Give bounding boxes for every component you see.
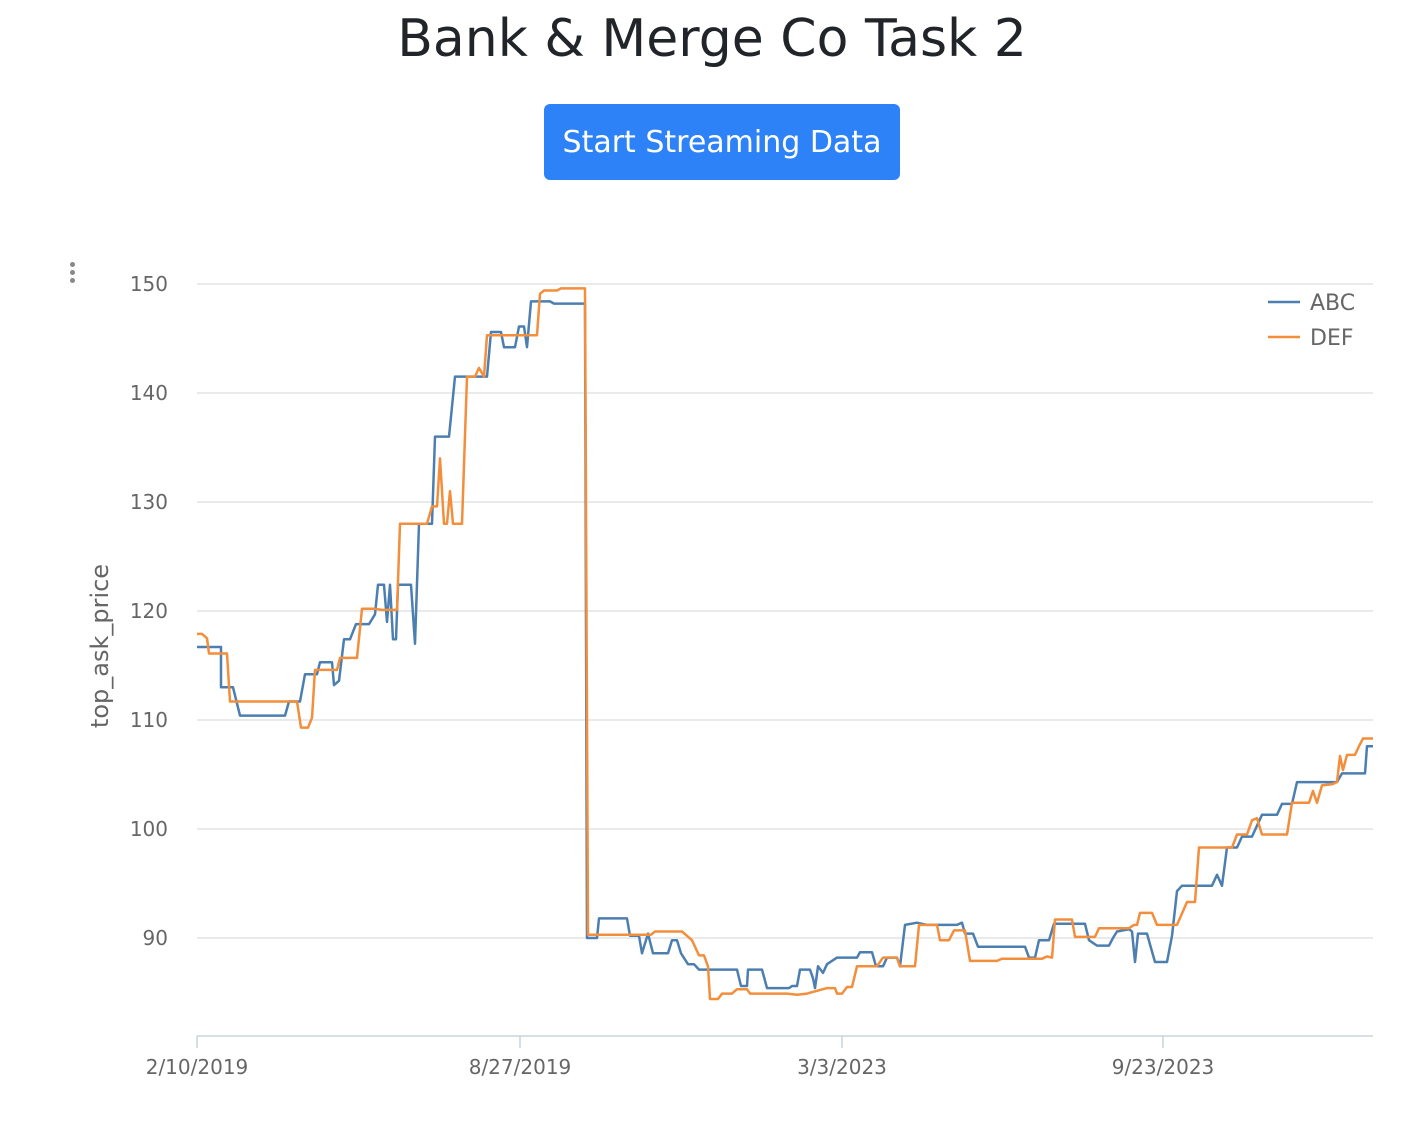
y-axis-label: top_ask_price xyxy=(86,564,114,728)
y-tick-label: 90 xyxy=(143,926,168,950)
y-tick-label: 110 xyxy=(130,708,168,732)
y-tick-label: 140 xyxy=(130,381,168,405)
legend-label: ABC xyxy=(1310,291,1355,316)
series-line-def xyxy=(197,287,1373,1001)
y-tick-label: 130 xyxy=(130,490,168,514)
page-title: Bank & Merge Co Task 2 xyxy=(397,9,1027,69)
axes: 90 100 110 120 130 140 150 2/10/2019 8/27/2019 3/… xyxy=(86,272,1373,1079)
y-tick-label: 120 xyxy=(130,599,168,623)
x-tick-label: 2/10/2019 xyxy=(146,1055,249,1079)
x-tick-label: 3/3/2023 xyxy=(797,1055,887,1079)
ellipsis-dot xyxy=(69,270,75,275)
start-streaming-button[interactable]: Start Streaming Data xyxy=(544,104,900,180)
legend: ABC DEF xyxy=(1268,291,1355,351)
y-tick-label: 150 xyxy=(130,272,168,296)
ellipsis-dot xyxy=(69,262,75,267)
ellipsis-dot xyxy=(69,278,75,283)
y-tick-label: 100 xyxy=(130,817,168,841)
legend-label: DEF xyxy=(1310,326,1354,351)
series xyxy=(197,287,1373,1001)
x-tick-label: 9/23/2023 xyxy=(1112,1055,1215,1079)
series-line-abc xyxy=(197,300,1373,990)
vertical-ellipsis-icon[interactable] xyxy=(62,262,82,288)
x-tick-label: 8/27/2019 xyxy=(469,1055,572,1079)
grid xyxy=(197,283,1373,939)
